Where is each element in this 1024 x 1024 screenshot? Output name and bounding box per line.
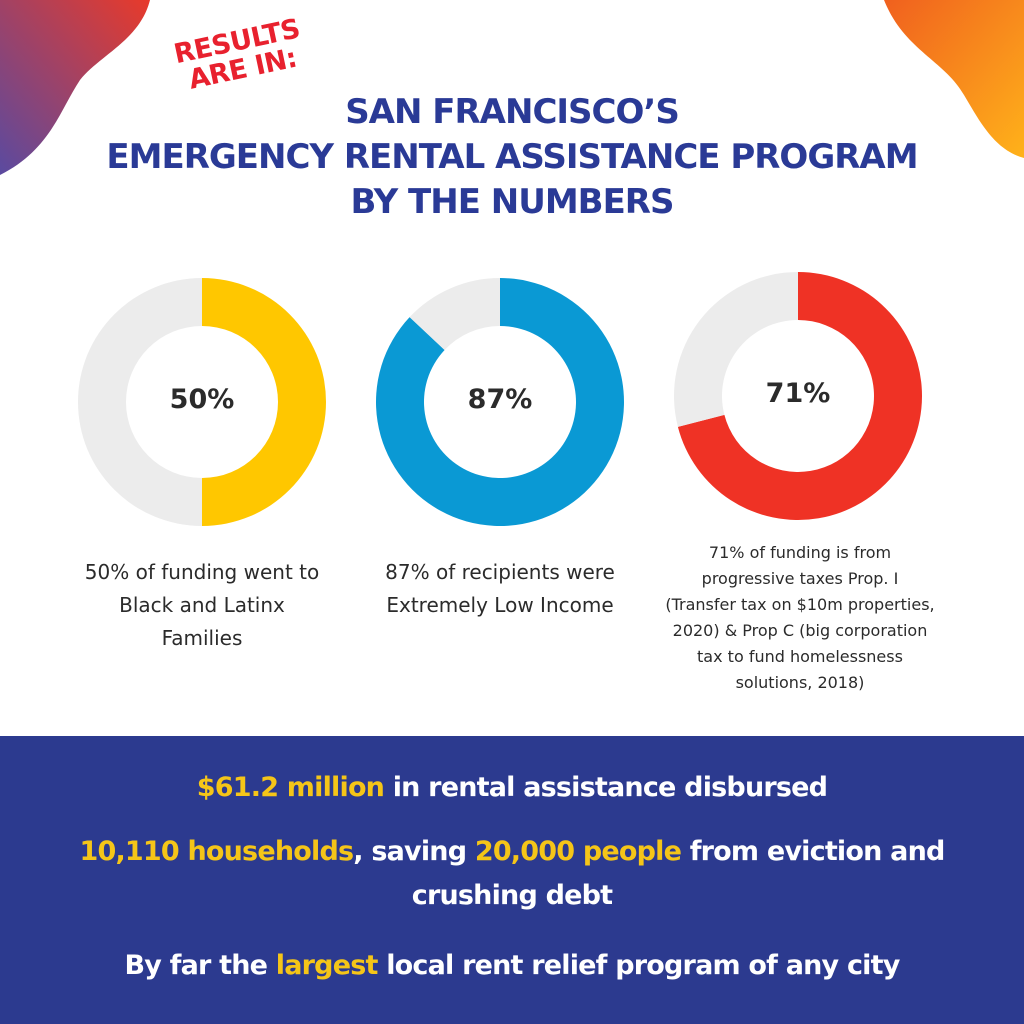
title-line1: SAN FRANCISCO’S	[345, 92, 680, 132]
caption-line: tax to fund homelessness	[697, 647, 903, 666]
caption-line: solutions, 2018)	[735, 673, 865, 692]
donut-center-label-1: 50%	[169, 384, 235, 415]
caption-line: Families	[161, 626, 243, 650]
donut-slice-remainder	[409, 278, 500, 350]
stat-highlight-people: 20,000 people	[474, 836, 682, 867]
donut-slice-value	[376, 278, 624, 526]
page-title: SAN FRANCISCO’S EMERGENCY RENTAL ASSISTA…	[0, 90, 1024, 225]
stat-text: local rent relief program of any city	[377, 950, 900, 981]
title-line2: EMERGENCY RENTAL ASSISTANCE PROGRAM	[106, 137, 918, 177]
donut-slice-remainder	[674, 272, 798, 427]
title-line3: BY THE NUMBERS	[350, 182, 675, 222]
stat-line-largest: By far the largest local rent relief pro…	[0, 944, 1024, 988]
corner-blob-left	[0, 0, 150, 175]
donut-slice-value	[677, 272, 922, 520]
stat-highlight-households: 10,110 households	[79, 836, 354, 867]
caption-line: Extremely Low Income	[386, 593, 614, 617]
stats-banner: $61.2 million in rental assistance disbu…	[0, 736, 1024, 1024]
stat-text: By far the	[124, 950, 276, 981]
results-tag: RESULTS ARE IN:	[156, 12, 324, 100]
stat-highlight-largest: largest	[275, 950, 379, 981]
donut-chart-3	[674, 272, 922, 520]
stat-text: from eviction and	[681, 836, 946, 867]
stat-line-disbursed: $61.2 million in rental assistance disbu…	[0, 766, 1024, 810]
caption-line: (Transfer tax on $10m properties,	[665, 595, 935, 614]
corner-blob-right	[884, 0, 1024, 158]
donut-caption-1: 50% of funding went to Black and Latinx …	[57, 556, 347, 655]
donut-center-label-2: 87%	[467, 384, 533, 415]
stat-line-households: 10,110 households, saving 20,000 people …	[0, 830, 1024, 918]
donut-caption-2: 87% of recipients were Extremely Low Inc…	[355, 556, 645, 622]
stat-text: crushing debt	[411, 880, 613, 911]
donut-chart-1	[78, 278, 326, 526]
caption-line: 2020) & Prop C (big corporation	[672, 621, 928, 640]
caption-line: 50% of funding went to	[84, 560, 320, 584]
caption-line: 87% of recipients were	[385, 560, 615, 584]
stat-highlight-amount: $61.2 million	[196, 772, 385, 803]
donut-center-label-3: 71%	[765, 378, 831, 409]
caption-line: 71% of funding is from	[708, 543, 892, 562]
donut-caption-3: 71% of funding is from progressive taxes…	[660, 540, 940, 696]
donut-slice-value	[202, 278, 326, 526]
stat-text: in rental assistance disbursed	[384, 772, 828, 803]
donut-slice-remainder	[78, 278, 202, 526]
stat-text: , saving	[353, 836, 475, 867]
caption-line: Black and Latinx	[119, 593, 285, 617]
donut-chart-2	[376, 278, 624, 526]
caption-line: progressive taxes Prop. I	[701, 569, 899, 588]
